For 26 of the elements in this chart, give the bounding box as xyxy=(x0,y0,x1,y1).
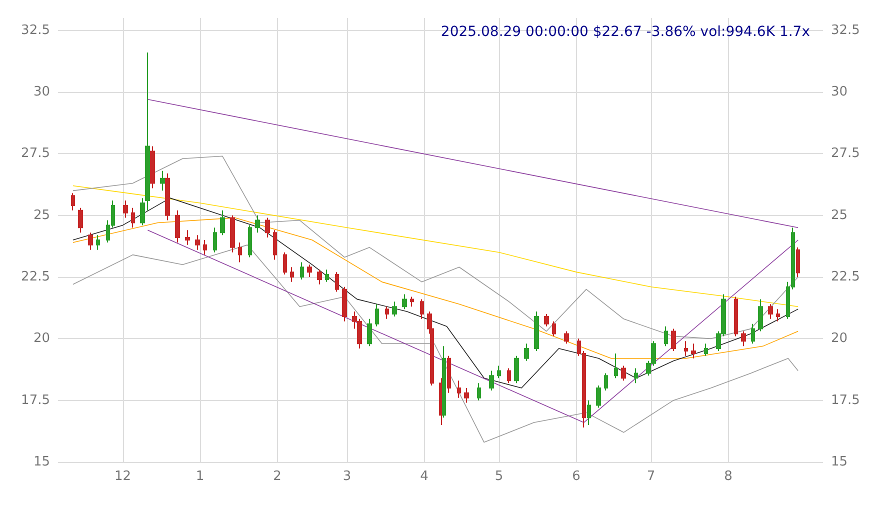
x-tick-label: 3 xyxy=(342,469,352,484)
y2-tick-label: 25 xyxy=(831,208,848,223)
y-tick-label: 30 xyxy=(33,84,50,100)
x-tick-label: 12 xyxy=(114,469,132,484)
x-tick-label: 4 xyxy=(420,469,428,484)
y2-tick-label: 22.5 xyxy=(831,270,860,284)
x-tick-label: 1 xyxy=(196,469,204,484)
y2-tick-label: 20 xyxy=(831,331,848,346)
y-tick-label: 17.5 xyxy=(21,392,50,408)
y-tick-label: 15 xyxy=(33,454,50,470)
y2-tick-label: 15 xyxy=(831,454,848,470)
y2-tick-label: 27.5 xyxy=(831,146,860,162)
y-tick-label: 25 xyxy=(33,208,50,223)
y-tick-label: 20 xyxy=(33,331,50,346)
x-tick-label: 8 xyxy=(724,469,732,484)
y-tick-label: 27.5 xyxy=(21,146,50,162)
y2-tick-label: 32.5 xyxy=(831,22,860,38)
y-tick-label: 32.5 xyxy=(21,22,50,38)
y-tick-label: 22.5 xyxy=(21,270,50,284)
x-tick-label: 5 xyxy=(494,469,504,484)
y2-tick-label: 30 xyxy=(831,84,848,100)
x-tick-label: 6 xyxy=(572,469,580,484)
chart-title: 2025.08.29 00:00:00 $22.67 -3.86% vol:994.6K 1.7x xyxy=(440,24,810,40)
y2-tick-label: 17.5 xyxy=(831,392,860,408)
x-tick-label: 2 xyxy=(273,469,282,484)
x-tick-label: 7 xyxy=(646,469,656,484)
